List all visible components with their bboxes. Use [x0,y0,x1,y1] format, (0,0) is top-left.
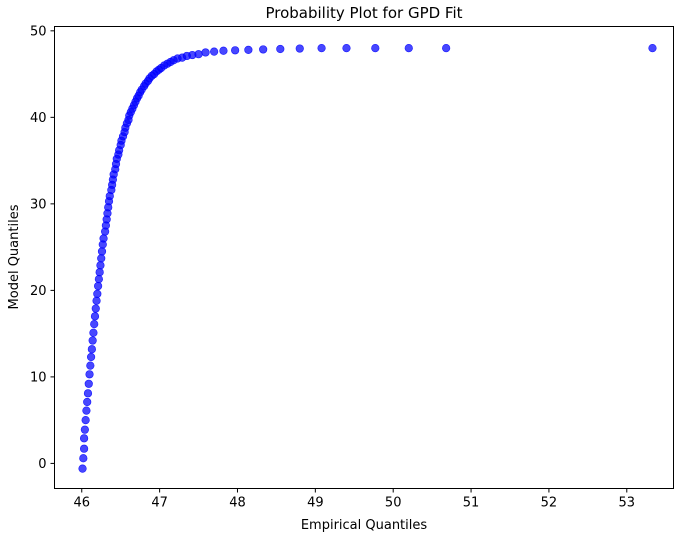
data-point [83,397,92,407]
x-axis: 46 47 48 49 50 51 52 53 [73,488,636,511]
data-point [371,44,380,53]
data-point [82,406,91,415]
data-point [295,44,304,53]
y-tick-label: 50 [30,24,47,39]
y-tick-label: 30 [30,197,47,212]
data-point [219,46,228,55]
data-point [97,247,107,256]
x-tick-label: 48 [229,496,246,511]
data-point [79,434,89,443]
data-point [91,304,100,313]
data-point [231,46,240,55]
x-tick-label: 50 [385,496,402,511]
x-tick-label: 52 [541,496,558,511]
data-point [86,361,95,370]
y-axis: 0 10 20 30 40 50 [30,24,55,472]
data-point [342,44,351,53]
data-point [648,44,657,53]
x-tick-label: 46 [73,496,90,511]
data-point [244,45,253,54]
scatter-points [78,44,657,473]
data-point [87,345,96,354]
data-point [93,281,103,291]
data-point [90,320,99,329]
y-tick-label: 40 [30,111,47,126]
data-point [89,328,98,337]
data-point [404,44,413,53]
data-point [81,416,90,425]
data-point [99,234,108,243]
x-tick-label: 51 [463,496,480,511]
data-point [88,336,97,345]
data-point [442,44,451,53]
chart-title: Probability Plot for GPD Fit [265,4,462,22]
data-point [80,425,89,434]
data-point [276,44,285,54]
data-point [317,44,326,53]
data-point [78,464,87,473]
data-point [210,47,219,56]
data-point [194,50,203,59]
data-point [93,289,102,298]
y-tick-label: 0 [38,457,46,472]
data-point [84,379,93,388]
data-point [85,370,94,379]
x-tick-label: 53 [619,496,636,511]
data-point [83,389,93,398]
data-point [259,45,268,54]
data-point [97,254,106,263]
data-point [95,268,104,277]
data-point [90,312,100,321]
plot-frame [54,26,674,489]
data-point [86,352,96,362]
x-axis-label: Empirical Quantiles [301,518,428,533]
data-point [201,48,210,57]
data-point [94,275,103,284]
y-tick-label: 10 [30,370,47,385]
data-point [96,261,105,270]
data-point [79,454,88,463]
y-tick-label: 20 [30,284,47,299]
data-point [92,296,101,305]
x-tick-label: 47 [151,496,168,511]
y-axis-label: Model Quantiles [7,204,22,309]
x-tick-label: 49 [307,496,324,511]
data-point [79,444,89,453]
